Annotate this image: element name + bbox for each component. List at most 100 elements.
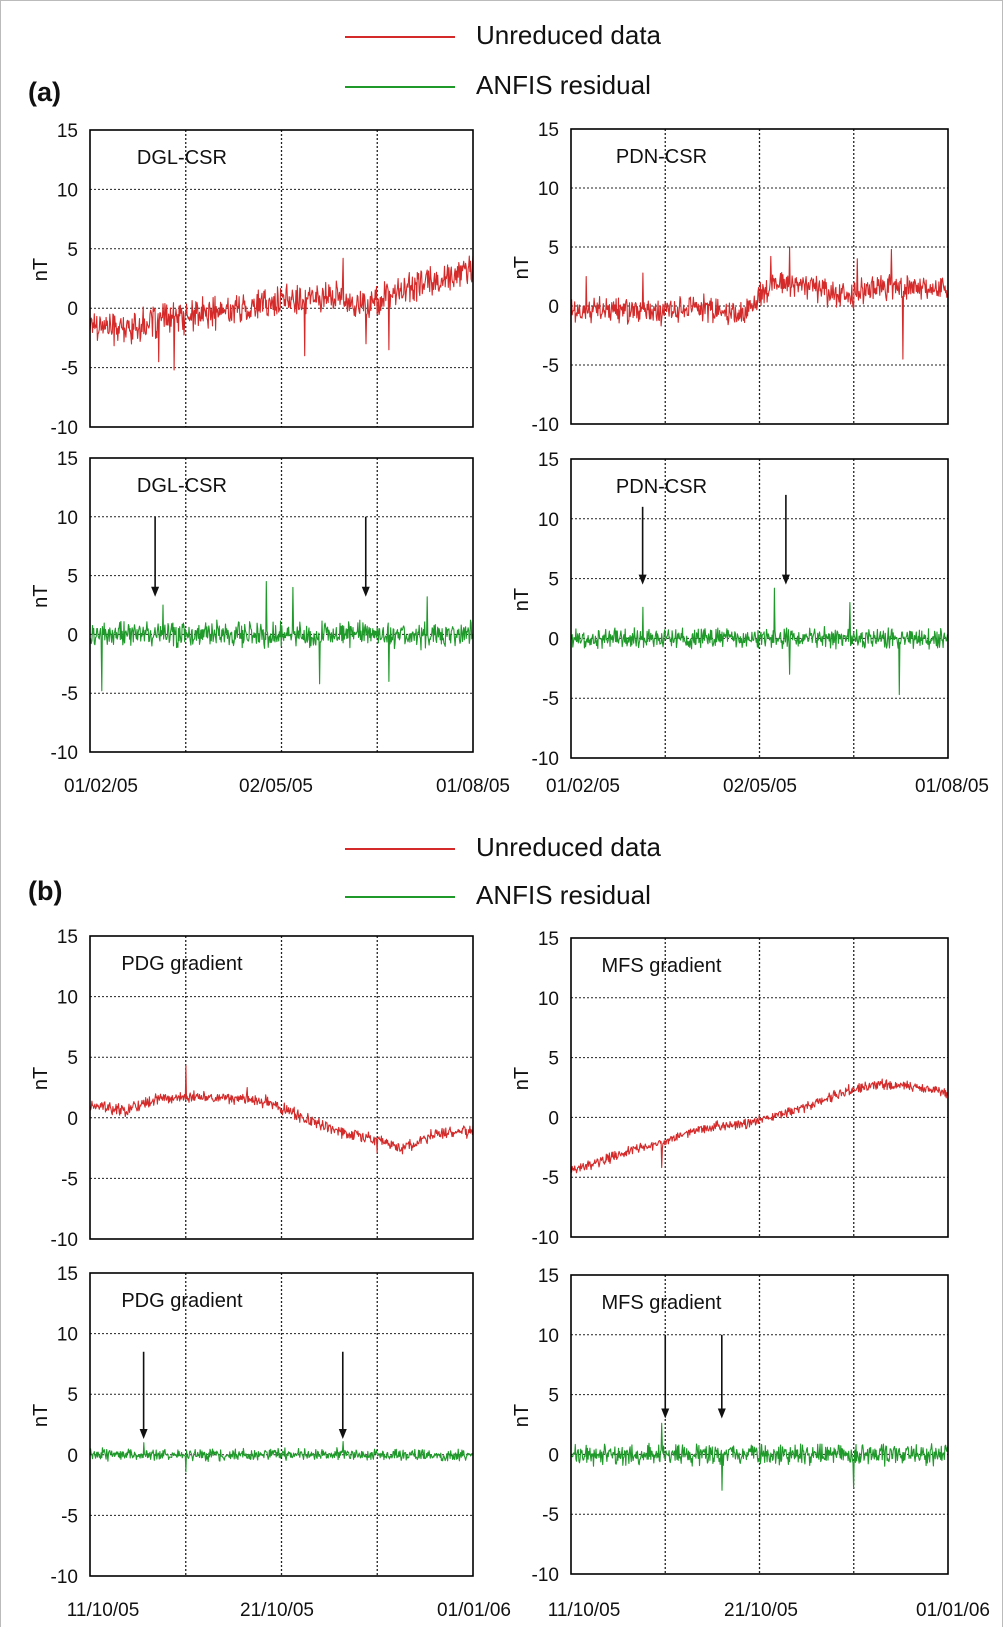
panel-a-top-right-frame bbox=[570, 128, 949, 425]
panel-b-top-left-ytick-0: 0 bbox=[67, 1109, 78, 1130]
xtick-b-right-1: 11/10/05 bbox=[548, 1600, 621, 1621]
panel-b-top-left-ytick--5: -5 bbox=[61, 1169, 78, 1190]
panel-a-top-right-series-unreduced bbox=[570, 246, 949, 360]
panel-b-top-left-title: PDG gradient bbox=[121, 953, 243, 975]
panel-a-bottom-right-ytick--10: -10 bbox=[532, 749, 559, 770]
panel-a-top-left-frame bbox=[89, 129, 474, 428]
panel-b-bottom-left-ytick-10: 10 bbox=[57, 1325, 78, 1346]
xtick-b-right-2: 21/10/05 bbox=[724, 1600, 798, 1621]
panel-a-bottom-left-ytick-0: 0 bbox=[67, 625, 78, 646]
panel-b-bottom-right-ytick-15: 15 bbox=[538, 1266, 559, 1287]
section-a-header: (a) Unreduced data ANFIS residual bbox=[28, 20, 662, 107]
panel-a-bottom-right-ytick-5: 5 bbox=[548, 570, 559, 591]
xtick-a-left-3: 01/08/05 bbox=[436, 776, 510, 797]
panel-a-bottom-right-ytick--5: -5 bbox=[542, 689, 559, 710]
panel-b-bottom-left: 15 10 5 0 -5 -10 nT PDG gradient bbox=[30, 1264, 474, 1588]
panel-a-top-right-ytick-5: 5 bbox=[548, 238, 559, 259]
panel-b-bottom-left-ytick-0: 0 bbox=[67, 1446, 78, 1467]
panel-b-top-left: 15 10 5 0 -5 -10 nT PDG gradient bbox=[30, 927, 474, 1251]
xtick-a-left-2: 02/05/05 bbox=[239, 776, 313, 797]
panel-a-top-right-title: PDN-CSR bbox=[616, 146, 707, 168]
panel-a-bottom-left-ylabel: nT bbox=[30, 585, 52, 608]
panel-a-top-left-ylabel: nT bbox=[30, 258, 52, 281]
panel-a-bottom-left-title: DGL-CSR bbox=[137, 475, 227, 497]
panel-b-bottom-left-arrow-1-head bbox=[338, 1429, 347, 1440]
panel-a-bottom-right-ytick-10: 10 bbox=[538, 510, 559, 531]
panel-a-top-left-ytick-15: 15 bbox=[57, 121, 78, 142]
panel-a-bottom-left-ytick-10: 10 bbox=[57, 508, 78, 529]
panel-a-top-right-ytick--5: -5 bbox=[542, 356, 559, 377]
panel-b-bottom-left-title: PDG gradient bbox=[121, 1290, 243, 1312]
section-a-xticks: 01/02/05 02/05/05 01/08/05 01/02/05 02/0… bbox=[64, 776, 989, 797]
panel-b-top-left-ytick--10: -10 bbox=[51, 1230, 78, 1251]
panel-b-bottom-right-frame bbox=[570, 1274, 949, 1575]
legend-a: Unreduced data ANFIS residual bbox=[345, 20, 662, 100]
legend-b-residual-label: ANFIS residual bbox=[476, 880, 651, 910]
panel-a-bottom-left-arrow-0-head bbox=[151, 586, 160, 597]
panel-a-bottom-right-ylabel: nT bbox=[511, 588, 533, 611]
panel-b-top-right-frame bbox=[570, 937, 949, 1238]
panel-b-bottom-right-ytick-0: 0 bbox=[548, 1445, 559, 1466]
panel-a-bottom-right-arrow-0-head bbox=[638, 574, 647, 585]
panel-b-top-right-ytick--10: -10 bbox=[532, 1228, 559, 1249]
panel-b-bottom-right-ytick--10: -10 bbox=[532, 1565, 559, 1586]
panel-b-top-right: 15 10 5 0 -5 -10 nT MFS gradient bbox=[511, 929, 949, 1249]
legend-a-unreduced-label: Unreduced data bbox=[476, 20, 662, 50]
panel-a-bottom-left-frame bbox=[89, 457, 474, 753]
panel-b-bottom-right-ytick-5: 5 bbox=[548, 1386, 559, 1407]
panel-b-bottom-left-ytick--10: -10 bbox=[51, 1567, 78, 1588]
panel-b-top-right-ytick-10: 10 bbox=[538, 989, 559, 1010]
panel-b-bottom-right-ytick-10: 10 bbox=[538, 1326, 559, 1347]
legend-b: Unreduced data ANFIS residual bbox=[345, 832, 662, 910]
panel-b-top-right-ytick-0: 0 bbox=[548, 1108, 559, 1129]
panel-b-bottom-right-arrow-1-head bbox=[717, 1408, 726, 1419]
legend-b-unreduced-label: Unreduced data bbox=[476, 832, 662, 862]
panel-b-top-right-ytick--5: -5 bbox=[542, 1168, 559, 1189]
panel-b-bottom-right-series-residual bbox=[570, 1422, 949, 1491]
panel-a-top-right-ytick-15: 15 bbox=[538, 120, 559, 141]
panel-a-bottom-left-ytick--10: -10 bbox=[51, 743, 78, 764]
panel-b-top-right-ylabel: nT bbox=[511, 1067, 533, 1090]
panel-b-bottom-right-ytick--5: -5 bbox=[542, 1505, 559, 1526]
panel-b-bottom-left-ylabel: nT bbox=[30, 1404, 52, 1427]
panel-a-top-left: 15 10 5 0 -5 -10 nT DGL-CSR bbox=[30, 121, 474, 439]
panel-a-top-left-series-unreduced bbox=[89, 255, 474, 371]
panel-a-bottom-right-ytick-0: 0 bbox=[548, 629, 559, 650]
panel-b-bottom-right-ylabel: nT bbox=[511, 1404, 533, 1427]
panel-b-top-right-title: MFS gradient bbox=[601, 955, 721, 977]
panel-a-top-right: 15 10 5 0 -5 -10 nT PDN-CSR bbox=[511, 120, 949, 436]
panel-b-top-right-ytick-5: 5 bbox=[548, 1049, 559, 1070]
panel-b-top-left-ytick-10: 10 bbox=[57, 988, 78, 1009]
panel-a-top-left-ytick-10: 10 bbox=[57, 180, 78, 201]
panel-a-bottom-right-frame bbox=[570, 458, 949, 759]
xtick-b-left-1: 11/10/05 bbox=[67, 1600, 140, 1621]
panel-a-bottom-left-ytick-5: 5 bbox=[67, 567, 78, 588]
panel-b-bottom-right-arrow-0-head bbox=[661, 1408, 670, 1419]
panel-b-top-left-frame bbox=[89, 935, 474, 1240]
panel-a-top-left-ytick--10: -10 bbox=[51, 418, 78, 439]
panel-a-bottom-right: 15 10 5 0 -5 -10 nT PDN-CSR bbox=[511, 450, 949, 770]
panels: 15 10 5 0 -5 -10 nT DGL-CSR 15 10 5 0 -5 -10 nT PDN-CSR… bbox=[30, 120, 949, 1588]
panel-a-top-left-ytick-0: 0 bbox=[67, 299, 78, 320]
panel-b-bottom-left-series-residual bbox=[89, 1440, 474, 1473]
panel-b-bottom-right-title: MFS gradient bbox=[601, 1292, 721, 1314]
legend-a-residual-label: ANFIS residual bbox=[476, 70, 651, 100]
panel-a-bottom-left-ytick--5: -5 bbox=[61, 684, 78, 705]
panel-b-bottom-left-ytick--5: -5 bbox=[61, 1506, 78, 1527]
panel-a-top-left-title: DGL-CSR bbox=[137, 147, 227, 169]
panel-b-top-right-ytick-15: 15 bbox=[538, 929, 559, 950]
xtick-a-right-2: 02/05/05 bbox=[723, 776, 797, 797]
section-b-xticks: 11/10/05 21/10/05 01/01/06 11/10/05 21/1… bbox=[67, 1600, 990, 1621]
panel-a-bottom-right-title: PDN-CSR bbox=[616, 476, 707, 498]
panel-b-top-right-series-unreduced bbox=[570, 1078, 949, 1174]
panel-a-top-right-ytick-10: 10 bbox=[538, 179, 559, 200]
panel-a-top-left-ytick--5: -5 bbox=[61, 359, 78, 380]
panel-a-top-left-ytick-5: 5 bbox=[67, 240, 78, 261]
panel-b-bottom-left-ytick-15: 15 bbox=[57, 1264, 78, 1285]
panel-b-bottom-left-frame bbox=[89, 1272, 474, 1577]
xtick-a-left-1: 01/02/05 bbox=[64, 776, 138, 797]
panel-b-top-left-ylabel: nT bbox=[30, 1067, 52, 1090]
xtick-a-right-1: 01/02/05 bbox=[546, 776, 620, 797]
